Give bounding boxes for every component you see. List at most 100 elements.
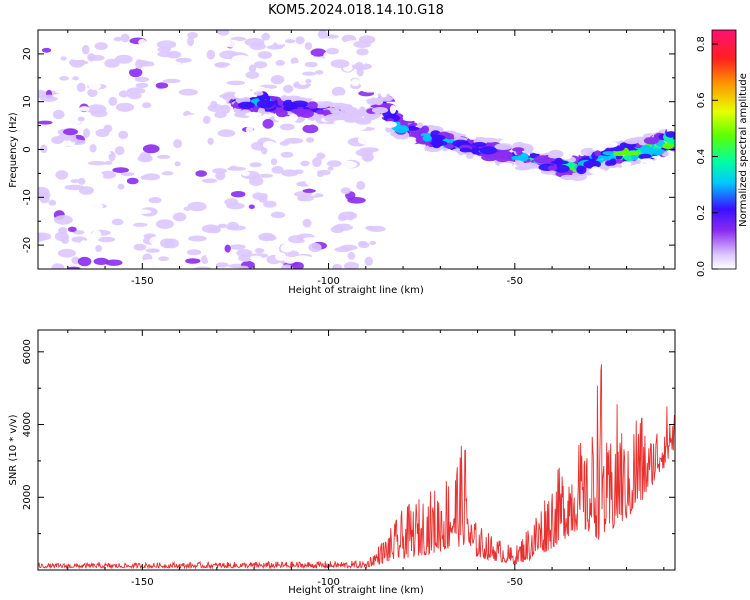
heatmap-cell bbox=[275, 59, 285, 66]
heatmap-cell bbox=[175, 57, 192, 63]
heatmap-cell bbox=[602, 151, 617, 156]
heatmap-cell bbox=[181, 181, 188, 189]
heatmap-cell bbox=[349, 219, 366, 228]
heatmap-cell bbox=[276, 109, 288, 118]
heatmap-cell bbox=[194, 266, 212, 269]
y-tick-label: 4000 bbox=[22, 412, 33, 437]
heatmap-cell bbox=[369, 240, 377, 245]
heatmap-cell bbox=[138, 38, 147, 46]
x-tick-label: -50 bbox=[507, 276, 523, 287]
heatmap-cell bbox=[380, 89, 387, 98]
heatmap-cell bbox=[227, 166, 246, 171]
heatmap-cell bbox=[184, 67, 200, 74]
heatmap-cell bbox=[76, 82, 86, 93]
heatmap-cell bbox=[262, 118, 274, 129]
heatmap-cell bbox=[421, 125, 430, 134]
heatmap-cell bbox=[245, 48, 255, 57]
heatmap-cell bbox=[187, 201, 207, 212]
heatmap-cell bbox=[640, 158, 654, 164]
heatmap-cell bbox=[382, 121, 397, 128]
heatmap-cell bbox=[139, 61, 156, 67]
heatmap-cell bbox=[550, 160, 569, 165]
heatmap-cell bbox=[623, 151, 641, 156]
heatmap-cell bbox=[82, 44, 90, 55]
heatmap-cell bbox=[643, 137, 659, 145]
heatmap-cell bbox=[202, 178, 218, 183]
heatmap-cell bbox=[293, 96, 301, 102]
colorbar-tick-label: 0.8 bbox=[696, 36, 707, 52]
heatmap-cell bbox=[347, 252, 356, 260]
heatmap-cell bbox=[358, 240, 368, 247]
heatmap-cell bbox=[142, 144, 160, 154]
heatmap-cell bbox=[239, 265, 249, 269]
heatmap-cell bbox=[479, 146, 498, 155]
heatmap-cell bbox=[72, 230, 85, 235]
heatmap-cell bbox=[79, 240, 88, 249]
heatmap-cell bbox=[248, 64, 257, 73]
heatmap-cell bbox=[255, 238, 273, 249]
heatmap-cell bbox=[68, 60, 89, 66]
heatmap-cell bbox=[324, 34, 339, 39]
heatmap-cell bbox=[338, 160, 358, 169]
heatmap-cell bbox=[184, 188, 194, 194]
heatmap-cell bbox=[638, 153, 652, 159]
heatmap-cell bbox=[143, 263, 160, 269]
heatmap-cell bbox=[332, 263, 343, 269]
heatmap-cell bbox=[142, 102, 152, 109]
heatmap-cell bbox=[282, 99, 295, 108]
heatmap-cell bbox=[249, 176, 264, 187]
heatmap-cell bbox=[531, 146, 548, 155]
heatmap-cell bbox=[87, 88, 98, 98]
heatmap-cell bbox=[307, 101, 318, 110]
heatmap-cell bbox=[244, 37, 265, 47]
heatmap-cell bbox=[120, 33, 130, 43]
heatmap-cell bbox=[238, 101, 255, 110]
heatmap-cell bbox=[322, 217, 335, 224]
heatmap-cell bbox=[117, 183, 125, 190]
snr-frame bbox=[37, 329, 676, 571]
heatmap-cell bbox=[245, 112, 262, 117]
x-tick-label: -150 bbox=[131, 276, 154, 287]
colorbar-tick-label: 0.4 bbox=[696, 149, 707, 165]
heatmap-cell bbox=[145, 248, 160, 253]
heatmap-cell bbox=[63, 128, 78, 136]
heatmap-cell bbox=[428, 134, 446, 141]
heatmap-cell bbox=[207, 137, 214, 145]
heatmap-cell bbox=[323, 232, 336, 238]
heatmap-cell bbox=[363, 210, 376, 221]
heatmap-cell bbox=[185, 114, 205, 119]
heatmap-cell bbox=[288, 235, 307, 244]
heatmap-cell bbox=[173, 148, 182, 156]
heatmap-cell bbox=[245, 126, 254, 135]
heatmap-cell bbox=[270, 75, 285, 85]
heatmap-cell bbox=[332, 199, 344, 210]
heatmap-cell bbox=[288, 113, 299, 122]
heatmap-cell bbox=[207, 206, 228, 211]
heatmap-cell bbox=[54, 84, 63, 94]
heatmap-cell bbox=[206, 49, 216, 60]
heatmap-cell bbox=[327, 166, 334, 171]
heatmap-cell bbox=[283, 84, 294, 93]
colorbar: 0.0 0.2 0.4 0.6 0.8 Normalized spectral ampl… bbox=[696, 29, 749, 277]
heatmap-cell bbox=[330, 59, 350, 69]
heatmap-cell bbox=[302, 218, 312, 228]
heatmap-cell bbox=[225, 233, 239, 243]
heatmap-cell bbox=[226, 202, 245, 210]
heatmap-cell bbox=[158, 256, 170, 262]
heatmap-cell bbox=[97, 236, 115, 243]
heatmap-cell bbox=[443, 133, 455, 140]
heatmap-cell bbox=[194, 46, 210, 54]
heatmap-cell bbox=[57, 248, 76, 258]
heatmap-cell bbox=[338, 237, 349, 245]
y-tick-label: -20 bbox=[22, 237, 33, 253]
heatmap-cell bbox=[160, 238, 174, 249]
heatmap-cell bbox=[203, 115, 211, 124]
x-tick-label: -100 bbox=[317, 577, 340, 588]
heatmap-cell bbox=[248, 204, 255, 210]
heatmap-cell bbox=[406, 126, 420, 131]
heatmap-cell bbox=[317, 261, 329, 268]
heatmap-cell bbox=[280, 243, 293, 253]
heatmap-cell bbox=[113, 36, 122, 42]
